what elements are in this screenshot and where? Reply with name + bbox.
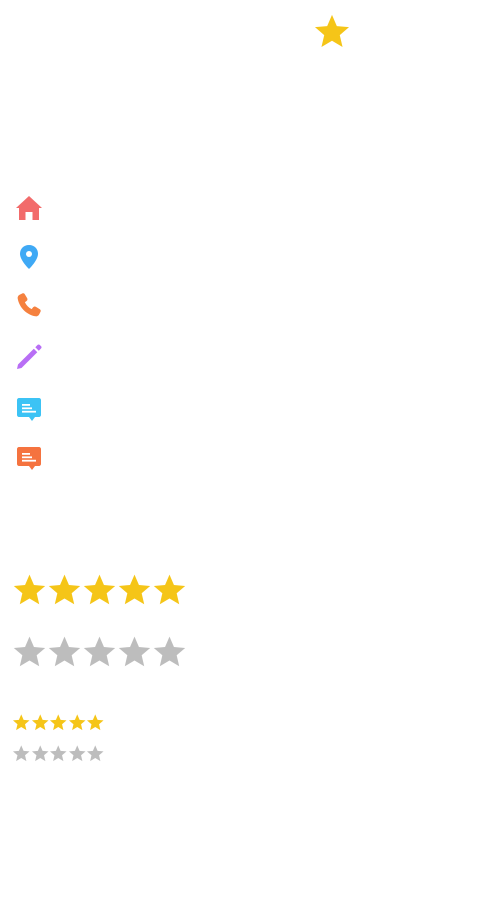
star-empty-icon[interactable]	[12, 744, 31, 763]
star-empty-icon[interactable]	[12, 634, 47, 669]
phone-icon[interactable]	[14, 290, 44, 320]
star-empty-icon[interactable]	[82, 634, 117, 669]
star-filled-icon[interactable]	[86, 713, 105, 732]
star-empty-icon[interactable]	[117, 634, 152, 669]
star-filled-icon[interactable]	[152, 572, 187, 607]
star-filled-icon[interactable]	[117, 572, 152, 607]
star-filled-icon[interactable]	[82, 572, 117, 607]
comment-icon[interactable]	[14, 444, 44, 474]
star-rating-large-empty[interactable]	[12, 634, 187, 669]
star-filled-icon[interactable]	[68, 713, 87, 732]
star-rating-large-filled[interactable]	[12, 572, 187, 607]
star-filled-icon[interactable]	[12, 572, 47, 607]
home-icon[interactable]	[14, 193, 44, 223]
star-filled-icon[interactable]	[31, 713, 50, 732]
star-empty-icon[interactable]	[152, 634, 187, 669]
comment-icon[interactable]	[14, 395, 44, 425]
star-rating-small-empty[interactable]	[12, 744, 105, 763]
star-empty-icon[interactable]	[31, 744, 50, 763]
star-empty-icon[interactable]	[86, 744, 105, 763]
star-filled-icon[interactable]	[12, 713, 31, 732]
star-filled-icon[interactable]	[47, 572, 82, 607]
star-filled-icon[interactable]	[49, 713, 68, 732]
star-rating-small-filled[interactable]	[12, 713, 105, 732]
star-empty-icon[interactable]	[68, 744, 87, 763]
star-empty-icon[interactable]	[47, 634, 82, 669]
pencil-edit-icon[interactable]	[14, 342, 44, 372]
location-pin-icon[interactable]	[14, 242, 44, 272]
star-empty-icon[interactable]	[49, 744, 68, 763]
favorite-star-icon[interactable]	[313, 12, 351, 50]
